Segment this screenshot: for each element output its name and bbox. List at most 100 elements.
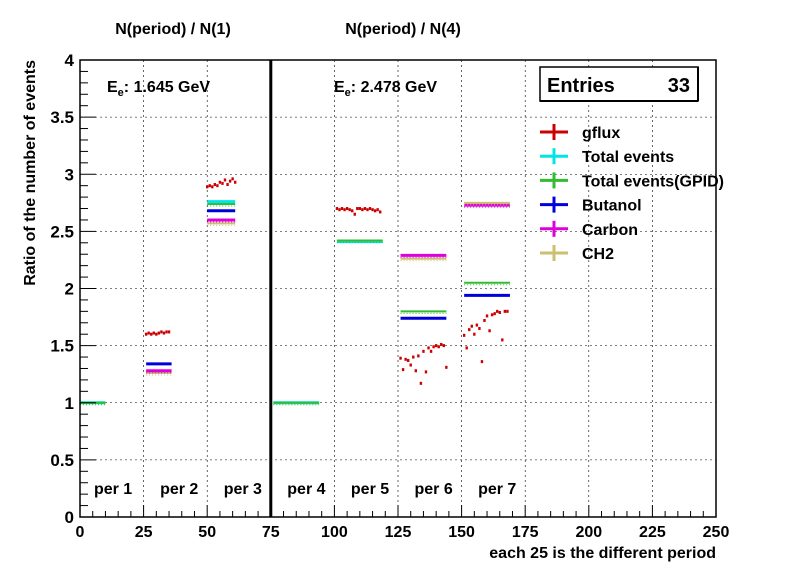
gflux-point <box>470 324 473 328</box>
gflux-point <box>506 309 509 313</box>
gflux-point <box>437 345 440 349</box>
gflux-point <box>167 330 171 334</box>
stats-entries-value: 33 <box>668 75 690 97</box>
legend-label: Total events <box>582 149 674 166</box>
gflux-point <box>496 309 499 313</box>
period-label: per 6 <box>414 481 452 498</box>
energy-label-left: Ee: 1.645 GeV <box>107 79 210 99</box>
legend-entry-total-events: Total events <box>540 148 674 166</box>
gflux-point <box>440 342 443 346</box>
x-axis-label: each 25 is the different period <box>489 545 716 562</box>
gflux-point <box>358 207 362 211</box>
gflux-point <box>488 329 491 333</box>
gflux-point <box>340 207 344 211</box>
stats-entries-label: Entries <box>547 75 615 97</box>
y-tick-label: 0.5 <box>50 451 74 470</box>
y-tick-label: 2.5 <box>50 222 74 241</box>
gflux-point <box>335 207 339 211</box>
y-tick-label: 0 <box>65 508 74 527</box>
period-label: per 3 <box>224 481 262 498</box>
gflux-point <box>485 314 489 318</box>
gflux-point <box>498 310 501 314</box>
legend-label: Butanol <box>582 198 642 215</box>
x-tick-label: 75 <box>262 524 280 541</box>
period-labels: per 1 per 2 per 3 per 4 per 5 per 6 per 7 <box>94 481 516 498</box>
y-tick-label: 3 <box>65 165 74 184</box>
legend-label: CH2 <box>582 246 614 263</box>
gflux-point <box>409 363 412 367</box>
y-tick-label: 2 <box>65 280 74 299</box>
gflux-point <box>363 207 367 211</box>
legend-label: Total events(GPID) <box>582 173 724 190</box>
period-label: per 4 <box>287 481 325 498</box>
gflux-point <box>478 326 481 330</box>
gflux-point <box>399 356 402 360</box>
title-right: N(period) / N(4) <box>345 21 461 38</box>
gflux-point <box>157 331 161 335</box>
gflux-point <box>162 331 166 335</box>
legend-label: gflux <box>582 125 620 142</box>
period-label: per 2 <box>160 481 198 498</box>
gflux-point <box>414 369 418 373</box>
x-tick-label: 25 <box>135 524 153 541</box>
x-tick-label: 50 <box>198 524 216 541</box>
gflux-point <box>468 328 471 332</box>
gflux-point <box>475 323 479 327</box>
legend-entry-gflux: gflux <box>540 124 620 142</box>
gflux-point <box>373 209 377 213</box>
gflux-point <box>144 332 148 336</box>
title-left: N(period) / N(1) <box>115 21 231 38</box>
gflux-point <box>216 184 219 188</box>
gflux-point <box>371 208 374 212</box>
energy-left-value: : 1.645 GeV <box>124 79 211 96</box>
legend-entry-butanol: Butanol <box>540 196 642 215</box>
gflux-point <box>419 381 423 385</box>
gflux-point <box>493 312 496 316</box>
period-label: per 7 <box>478 481 516 498</box>
gflux-point <box>356 207 359 211</box>
gflux-point <box>412 355 415 359</box>
gflux-point <box>368 207 372 211</box>
legend-entry-carbon: Carbon <box>540 220 638 239</box>
gflux-point <box>401 368 405 372</box>
gflux-point <box>429 349 433 353</box>
gflux-point <box>165 330 168 334</box>
gflux-point <box>465 346 468 350</box>
grid <box>80 60 716 517</box>
period-label: per 5 <box>351 481 389 498</box>
gflux-point <box>353 212 356 216</box>
gflux-point <box>147 331 150 335</box>
gflux-point <box>376 208 379 212</box>
stats-box: Entries 33 <box>539 66 699 102</box>
gflux-point <box>442 344 445 348</box>
gflux-point <box>155 332 158 336</box>
energy-right-sub: e <box>345 87 351 99</box>
x-tick-label: 175 <box>512 524 539 541</box>
y-axis-label: Ratio of the number of events <box>22 60 39 286</box>
x-tick-label: 100 <box>321 524 348 541</box>
gflux-point <box>406 358 410 362</box>
period-label: per 1 <box>94 481 132 498</box>
gflux-point <box>231 177 234 181</box>
gflux-point <box>473 332 476 336</box>
energy-left-sub: e <box>118 87 124 99</box>
gflux-point <box>445 365 448 369</box>
gflux-point <box>208 184 211 188</box>
gflux-point <box>152 331 155 335</box>
energy-label-right: Ee: 2.478 GeV <box>334 79 437 99</box>
gflux-point <box>213 183 217 187</box>
legend-entry-total-events-gpid-: Total events(GPID) <box>540 172 724 190</box>
gflux-point <box>501 338 504 342</box>
legend-entry-ch2: CH2 <box>540 245 614 263</box>
x-tick-label: 250 <box>703 524 730 541</box>
gflux-point <box>434 344 438 348</box>
chart-marks <box>80 60 510 517</box>
gflux-point <box>228 179 232 183</box>
gflux-point <box>483 318 486 322</box>
x-tick-label: 125 <box>385 524 412 541</box>
gflux-point <box>351 209 354 213</box>
energy-right-prefix: E <box>334 79 345 96</box>
gflux-point <box>424 370 428 374</box>
gflux-point <box>417 354 420 358</box>
